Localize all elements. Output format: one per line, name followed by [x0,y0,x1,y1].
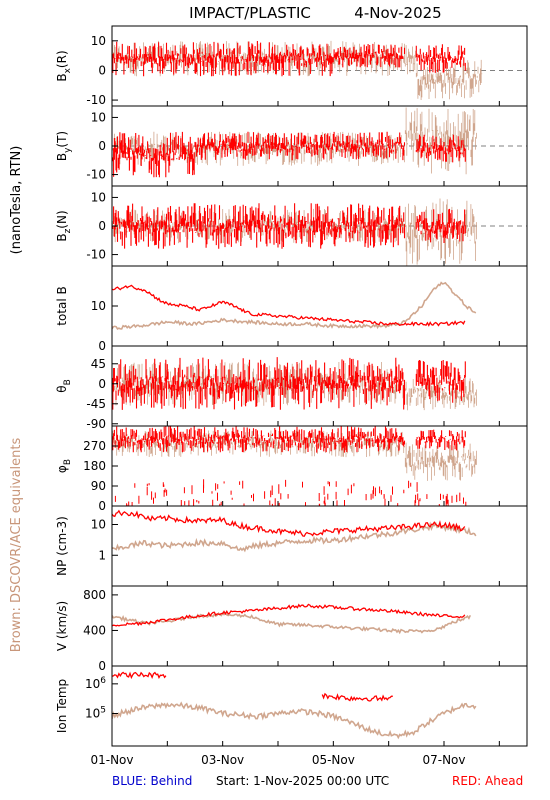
ytick-label-bz-2: -10 [86,248,106,262]
series-ahead-bt [112,284,466,327]
panel-bx-data [112,40,527,100]
panel-bx: 10 0 -10 Bx(R) [55,25,528,107]
series-ahead-np [112,509,466,537]
ytick-label-phi-2: 90 [91,479,106,493]
series-ace-bt [112,281,477,330]
ylabel-bz: Bz(N) [55,210,73,241]
footer-behind: BLUE: Behind [112,774,193,788]
ylabel-subscript: B [63,379,73,385]
ylabel-bx: Bx(R) [55,50,73,81]
panel-np-data [112,509,477,553]
series-ahead-by [112,131,466,178]
footer-ahead: RED: Ahead [452,774,524,788]
ylabel-by: By(T) [55,131,73,161]
ytick-label-bx-0: 10 [91,34,106,48]
ytick-label-bx-1: 0 [98,63,106,77]
panel-temp-data [112,671,477,740]
ylabel-bt: total B [55,286,69,326]
ytick-label-v-2: 0 [98,659,106,673]
ylabel-subscript: z [63,228,73,233]
panel-phi-data [112,426,477,506]
ylabel-theta: θB [55,379,73,393]
ytick-label-bz-0: 10 [91,190,106,204]
ylabel-np: NP (cm-3) [55,516,69,576]
ytick-label-temp-1: 105 [85,705,106,720]
ytick-label-temp-0: 106 [85,676,106,691]
panel-bz-data [112,198,527,266]
ytick-label-bx-2: -10 [86,93,106,107]
series-ahead-v [112,603,466,627]
ytick-label-np-0: 10 [91,518,106,532]
ylabel-rest: (T) [55,131,69,148]
brown-note: Brown: DSCOVR/ACE equivalents [9,438,24,653]
series-ahead-bz [112,203,466,249]
ylabel-temp: Ion Temp [55,679,69,733]
x-axis: 01-Nov 03-Nov 05-Nov 07-Nov [90,753,465,767]
panel-v: 800 400 0 V (km/s) [55,585,528,673]
ytick-label-phi-0: 270 [83,439,106,453]
panel-phi: 270 180 90 0 φB [55,425,528,513]
xtick-label-1: 03-Nov [201,753,244,767]
ylabel-rest: (R) [55,50,69,68]
panel-frame-temp [111,665,528,747]
ytick-label-bt-1: 0 [98,339,106,353]
ytick-label-theta-3: -90 [86,417,106,431]
xtick-label-3: 07-Nov [422,753,465,767]
panel-bt-data [112,281,477,330]
ytick-label-bt-0: 10 [91,299,106,313]
ylabel-rest: (N) [55,210,69,228]
series-ace-temp [112,701,477,740]
units-label: (nanoTesla, RTN) [9,146,24,255]
ytick-exponent: 6 [100,676,106,686]
panel-frame-np [111,505,528,587]
panel-by-data [112,107,527,178]
series-ahead-temp-seg0 [112,671,167,680]
series-ahead-phi-low [114,479,467,506]
ytick-label-theta-1: 0 [98,377,106,391]
footer-start: Start: 1-Nov-2025 00:00 UTC [216,774,390,788]
panel-group: 100-10Bx(R)100-10By(T)100-10Bz(N)100tota… [55,25,528,747]
series-ahead-theta [112,357,466,410]
series-ace-np [112,521,477,553]
series-ahead-bx [112,41,466,77]
panel-temp: 106 105 Ion Temp [55,665,528,747]
panel-theta: 45 0 -45 -90 θB [55,345,528,431]
ylabel-v: V (km/s) [55,601,69,651]
ytick-label-by-2: -10 [86,168,106,182]
ytick-label-np-1: 1 [98,548,106,562]
panel-np: 10 1 NP (cm-3) [55,505,528,587]
ylabel-subscript: x [63,67,73,73]
ytick-label-phi-1: 180 [83,459,106,473]
xtick-label-0: 01-Nov [90,753,133,767]
ytick-exponent: 5 [100,705,106,715]
xtick-label-2: 05-Nov [312,753,355,767]
ytick-label-phi-3: 0 [98,499,106,513]
ytick-label-bz-1: 0 [98,219,106,233]
ylabel-phi: φB [55,459,73,473]
panel-bt: 10 0 total B [55,265,528,353]
series-ahead-temp-seg1 [321,692,393,702]
ytick-label-v-0: 800 [83,588,106,602]
panel-theta-data [112,357,477,411]
panel-by: 10 0 -10 By(T) [55,105,528,187]
chart-title: IMPACT/PLASTIC [189,4,311,22]
ytick-label-theta-0: 45 [91,357,106,371]
series-ace-v [112,611,472,635]
ytick-label-v-1: 400 [83,623,106,637]
panel-bz: 10 0 -10 Bz(N) [55,185,528,267]
panel-v-data [112,603,472,635]
ytick-label-theta-2: -45 [86,397,106,411]
ylabel-subscript: y [63,147,73,153]
ylabel-subscript: B [63,459,73,465]
ytick-label-by-1: 0 [98,139,106,153]
chart-date: 4-Nov-2025 [354,4,441,22]
ytick-label-by-0: 10 [91,110,106,124]
